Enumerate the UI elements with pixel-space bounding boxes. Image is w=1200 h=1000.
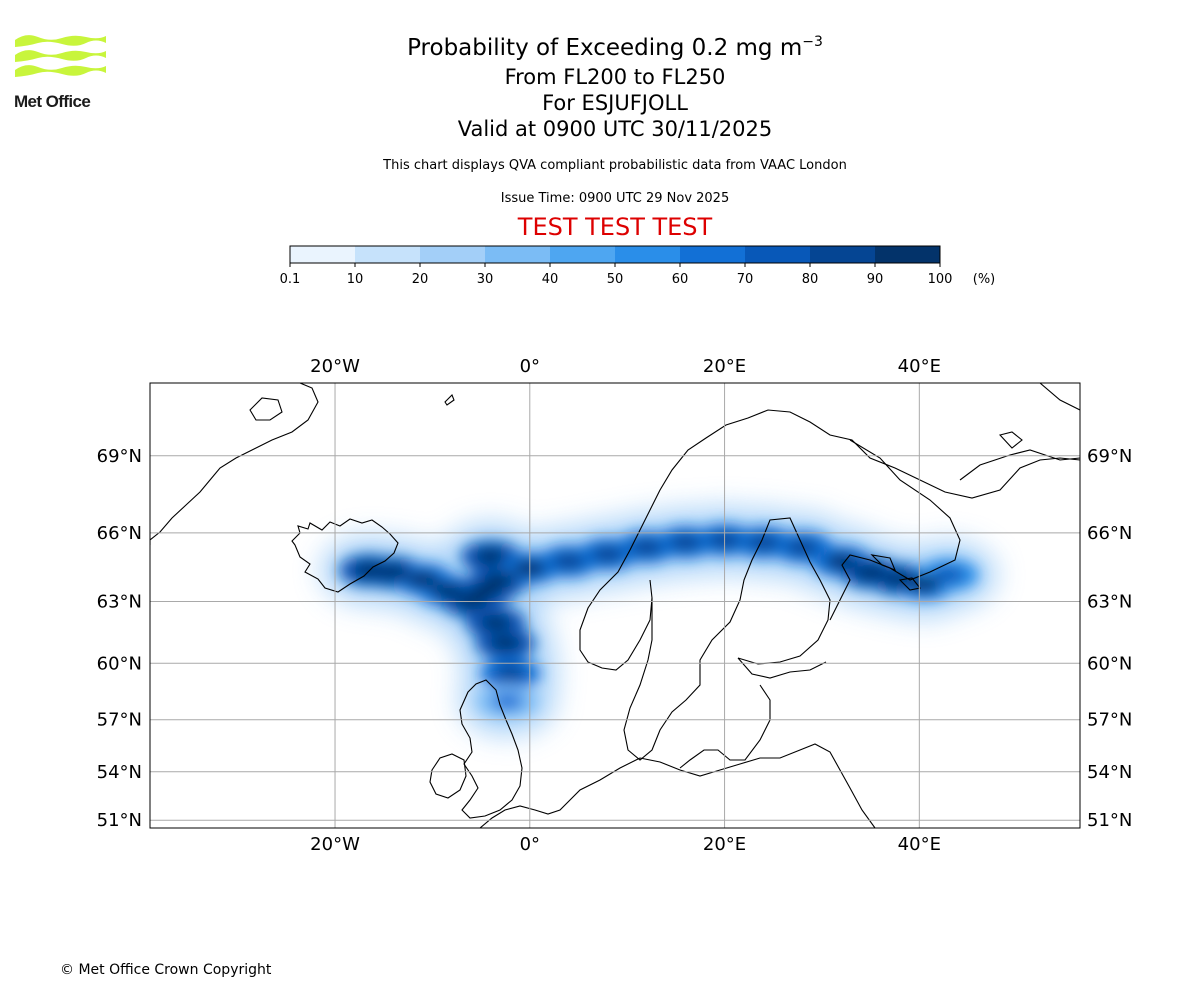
flight-level-title: From FL200 to FL250 [504, 65, 726, 89]
lon-label-bottom: 0° [520, 834, 540, 855]
lon-label-bottom: 40°E [898, 834, 941, 855]
colorbar-tick-label: 20 [412, 272, 429, 287]
lon-label-top: 20°W [310, 356, 360, 377]
coastline-britain [459, 679, 523, 819]
lat-label-left: 63°N [97, 591, 142, 612]
copyright-notice: © Met Office Crown Copyright [60, 962, 272, 978]
lat-label-left: 57°N [97, 710, 142, 731]
lat-label-left: 54°N [97, 762, 142, 783]
lat-label-left: 60°N [97, 653, 142, 674]
colorbar-tick-label: 50 [607, 272, 624, 287]
coastline-norway [579, 409, 1080, 671]
coastline-greenland-islands [249, 394, 455, 421]
plume-core [377, 564, 410, 581]
graticule [150, 383, 1080, 828]
colorbar-tick-label: 70 [737, 272, 754, 287]
chart-description: This chart displays QVA compliant probab… [383, 158, 847, 173]
main-title: Probability of Exceeding 0.2 mg m−3 [407, 34, 823, 61]
lon-label-top: 20°E [703, 356, 746, 377]
colorbar-tick-label: 10 [347, 272, 364, 287]
plume-core [489, 635, 522, 652]
colorbar-tick-label: 60 [672, 272, 689, 287]
plume-core [908, 575, 941, 592]
plume-core [474, 548, 507, 565]
colorbar-tick-label: 90 [867, 272, 884, 287]
latitude-labels-left: 69°N 66°N 63°N 60°N 57°N 54°N 51°N [97, 446, 142, 831]
issue-time: Issue Time: 0900 UTC 29 Nov 2025 [500, 191, 730, 206]
lat-label-left: 69°N [97, 446, 142, 467]
colorbar-segment [550, 246, 615, 263]
met-office-waves-icon [15, 35, 106, 77]
plume-core [491, 693, 524, 710]
coastline-baltic [679, 657, 827, 769]
test-banner: TEST TEST TEST [517, 213, 713, 241]
colorbar: 0.1 10 20 30 40 50 60 70 80 90 100 (%) [280, 245, 996, 287]
plume-core [630, 539, 663, 556]
colorbar-segment [420, 246, 485, 263]
met-office-logo: Met Office [14, 30, 108, 112]
map-frame [149, 382, 1081, 829]
colorbar-segment [875, 246, 940, 263]
colorbar-segment [745, 246, 810, 263]
plume-core [932, 566, 965, 583]
plume-core [431, 582, 464, 599]
colorbar-segment [615, 246, 680, 263]
lat-label-right: 60°N [1087, 653, 1132, 674]
lat-label-right: 66°N [1087, 523, 1132, 544]
colorbar-tick-label: 100 [928, 272, 953, 287]
coastline-iceland [291, 518, 399, 593]
lat-label-right: 51°N [1087, 810, 1132, 831]
plume-core [786, 539, 819, 556]
lon-label-top: 0° [520, 356, 540, 377]
map-area [150, 383, 1080, 828]
plume-core [552, 553, 585, 570]
lat-label-left: 66°N [97, 523, 142, 544]
plume-core [479, 614, 512, 631]
latitude-labels-right: 69°N 66°N 63°N 60°N 57°N 54°N 51°N [1087, 446, 1132, 831]
plume-core [406, 571, 439, 588]
colorbar-segment [290, 246, 355, 263]
plume-core [669, 534, 702, 551]
plume-core [854, 564, 887, 581]
plume-core [591, 546, 624, 563]
lon-label-top: 40°E [898, 356, 941, 377]
colorbar-segment [810, 246, 875, 263]
plume-core [883, 571, 916, 588]
lon-label-bottom: 20°E [703, 834, 746, 855]
coastline-lakes [870, 554, 921, 591]
colorbar-tick-label: 40 [542, 272, 559, 287]
logo-text: Met Office [14, 92, 91, 111]
volcano-title: For ESJUFJOLL [542, 91, 688, 115]
colorbar-tick-label: 0.1 [280, 272, 301, 287]
chart-titles: Probability of Exceeding 0.2 mg m−3 From… [315, 26, 915, 142]
colorbar-tick-label: 80 [802, 272, 819, 287]
coastlines [150, 383, 1080, 828]
longitude-labels-bottom: 20°W 0° 20°E 40°E [310, 834, 941, 855]
lat-label-right: 69°N [1087, 446, 1132, 467]
lon-label-bottom: 20°W [310, 834, 360, 855]
coastline-europe [479, 743, 876, 828]
colorbar-segment [485, 246, 550, 263]
longitude-labels-top: 20°W 0° 20°E 40°E [310, 356, 941, 377]
lat-label-right: 57°N [1087, 710, 1132, 731]
coastline-ireland [429, 753, 467, 799]
lat-label-left: 51°N [97, 810, 142, 831]
probability-map: 20°W 0° 20°E 40°E 20°W 0° 20°E 40°E 69°N 66°N 63… [97, 356, 1133, 855]
plume-core [747, 534, 780, 551]
coastline-greenland [150, 383, 319, 545]
colorbar-segment [355, 246, 420, 263]
valid-time-title: Valid at 0900 UTC 30/11/2025 [457, 117, 773, 141]
colorbar-segment [680, 246, 745, 263]
plume-core [484, 571, 517, 588]
colorbar-unit: (%) [973, 272, 996, 287]
coastline-russia [829, 383, 1080, 621]
ash-plume [321, 506, 997, 736]
lat-label-right: 63°N [1087, 591, 1132, 612]
plume-core [494, 665, 527, 682]
coastline-sweden-finland [623, 517, 831, 761]
plume-core [825, 553, 858, 570]
colorbar-tick-label: 30 [477, 272, 494, 287]
lat-label-right: 54°N [1087, 762, 1132, 783]
